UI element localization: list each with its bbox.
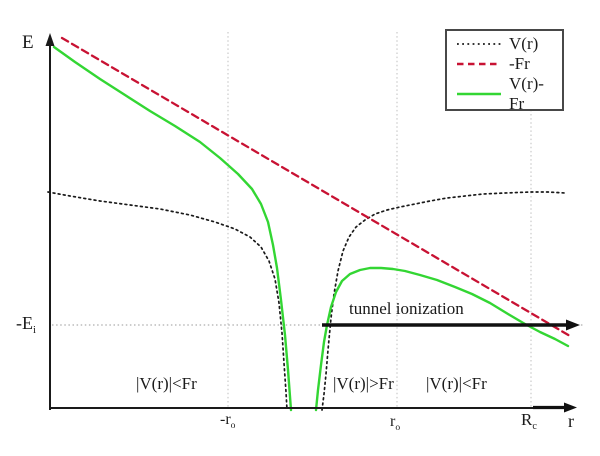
- legend-swatch-dashed-icon: [457, 62, 501, 66]
- region-label-left: |V(r)|<Fr: [136, 374, 197, 393]
- x-tick-r0: ro: [390, 413, 401, 433]
- legend-item-vr-fr: V(r)-Fr: [456, 74, 558, 114]
- energy-level-label: -Ei: [16, 313, 36, 337]
- legend-label: -Fr: [509, 54, 530, 73]
- x-tick-neg-r0: -ro: [220, 411, 236, 431]
- y-axis-label: E: [22, 32, 34, 53]
- region-label-middle: |V(r)|>Fr: [333, 374, 394, 393]
- legend-label: V(r)-Fr: [509, 74, 544, 113]
- legend-label: V(r): [509, 34, 539, 53]
- legend-swatch-solid-icon: [457, 92, 501, 96]
- legend-box: V(r) -Fr V(r)-Fr: [445, 29, 564, 114]
- tunnel-ionization-annotation: tunnel ionization: [349, 299, 464, 318]
- x-tick-rc: Rc: [521, 410, 537, 432]
- region-label-right: |V(r)|<Fr: [426, 374, 487, 393]
- x-axis-label: r: [568, 411, 574, 431]
- legend-item-fr: -Fr: [456, 54, 558, 74]
- legend-swatch-dotted-icon: [457, 43, 501, 45]
- legend-item-vr: V(r): [456, 34, 558, 54]
